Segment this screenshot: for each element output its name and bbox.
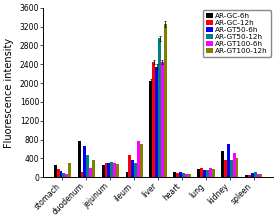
Bar [107, 163, 110, 177]
Bar [155, 67, 158, 177]
Bar [209, 168, 212, 177]
Legend: AR-GC-6h, AR-GC-12h, AR-GT50-6h, AR-GT50-12h, AR-GT100-6h, AR-GT100-12h: AR-GC-6h, AR-GC-12h, AR-GT50-6h, AR-GT50… [203, 10, 271, 57]
Bar [179, 172, 182, 177]
Bar [254, 172, 257, 177]
Bar [176, 173, 179, 177]
Bar [185, 173, 188, 177]
Bar [83, 146, 86, 177]
Bar [113, 163, 116, 177]
Bar [158, 38, 161, 177]
Bar [161, 62, 164, 177]
Bar [92, 160, 95, 177]
Bar [54, 165, 57, 177]
Bar [236, 158, 238, 177]
Bar [233, 153, 236, 177]
Bar [164, 24, 167, 177]
Bar [131, 160, 134, 177]
Bar [110, 162, 113, 177]
Bar [188, 173, 191, 177]
Bar [248, 175, 251, 177]
Bar [230, 160, 233, 177]
Bar [62, 173, 65, 177]
Bar [104, 163, 107, 177]
Bar [125, 172, 129, 177]
Bar [116, 164, 119, 177]
Bar [152, 62, 155, 177]
Bar [65, 173, 68, 177]
Bar [200, 168, 203, 177]
Bar [129, 155, 131, 177]
Bar [260, 175, 262, 177]
Bar [57, 169, 60, 177]
Bar [257, 175, 260, 177]
Bar [150, 81, 152, 177]
Bar [224, 160, 227, 177]
Bar [197, 169, 200, 177]
Bar [86, 155, 89, 177]
Bar [203, 170, 206, 177]
Bar [60, 171, 62, 177]
Bar [173, 172, 176, 177]
Bar [134, 163, 137, 177]
Y-axis label: Fluorescence intensity: Fluorescence intensity [4, 37, 14, 148]
Bar [68, 163, 71, 177]
Bar [182, 173, 185, 177]
Bar [221, 151, 224, 177]
Bar [212, 169, 215, 177]
Bar [78, 141, 81, 177]
Bar [245, 175, 248, 177]
Bar [227, 144, 230, 177]
Bar [137, 141, 140, 177]
Bar [140, 144, 143, 177]
Bar [251, 173, 254, 177]
Bar [89, 168, 92, 177]
Bar [102, 165, 104, 177]
Bar [206, 170, 209, 177]
Bar [81, 172, 83, 177]
